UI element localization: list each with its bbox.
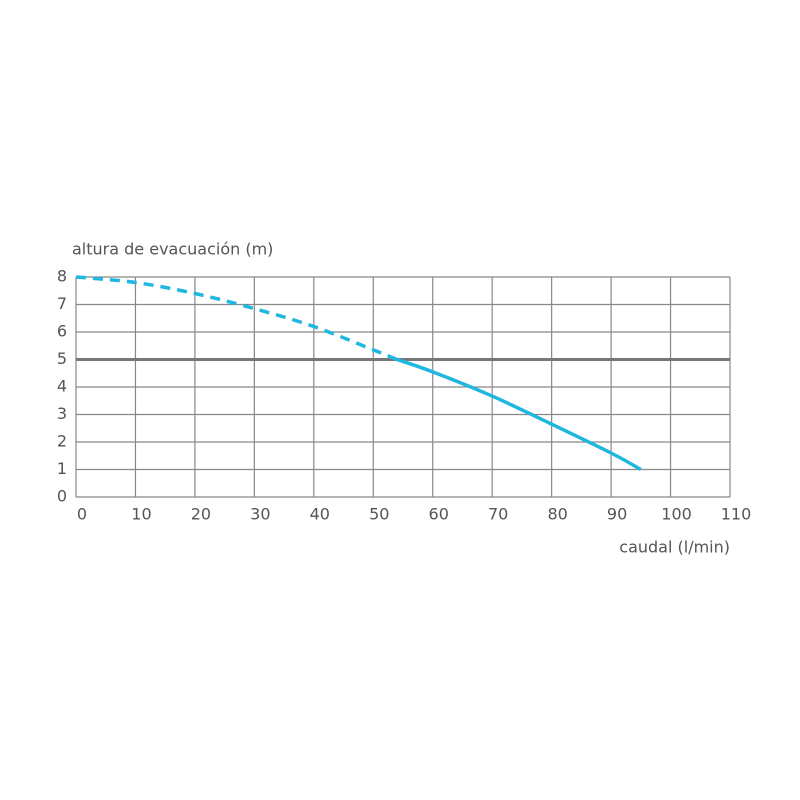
y-tick-label: 5 (57, 349, 67, 368)
x-axis-title: caudal (l/min) (619, 538, 730, 557)
y-tick-label: 8 (57, 267, 67, 286)
x-tick-label: 30 (250, 505, 270, 524)
y-tick-label: 1 (57, 459, 67, 478)
x-tick-label: 20 (191, 505, 211, 524)
x-tick-label: 90 (607, 505, 627, 524)
x-tick-label: 60 (429, 505, 449, 524)
x-tick-label: 0 (77, 505, 87, 524)
x-tick-label: 100 (661, 505, 692, 524)
x-tick-label: 70 (488, 505, 508, 524)
y-axis-title: altura de evacuación (m) (72, 240, 273, 259)
curve (75, 275, 398, 362)
x-tick-label: 10 (131, 505, 151, 524)
x-tick-label: 80 (547, 505, 567, 524)
curve (396, 357, 642, 472)
x-tick-label: 50 (369, 505, 389, 524)
y-tick-label: 4 (57, 377, 67, 396)
x-tick-label: 110 (721, 505, 752, 524)
y-tick-label: 3 (57, 404, 67, 423)
y-tick-label: 2 (57, 432, 67, 451)
x-tick-label: 40 (310, 505, 330, 524)
y-tick-label: 7 (57, 294, 67, 313)
y-tick-label: 0 (57, 487, 67, 506)
y-tick-label: 6 (57, 322, 67, 341)
